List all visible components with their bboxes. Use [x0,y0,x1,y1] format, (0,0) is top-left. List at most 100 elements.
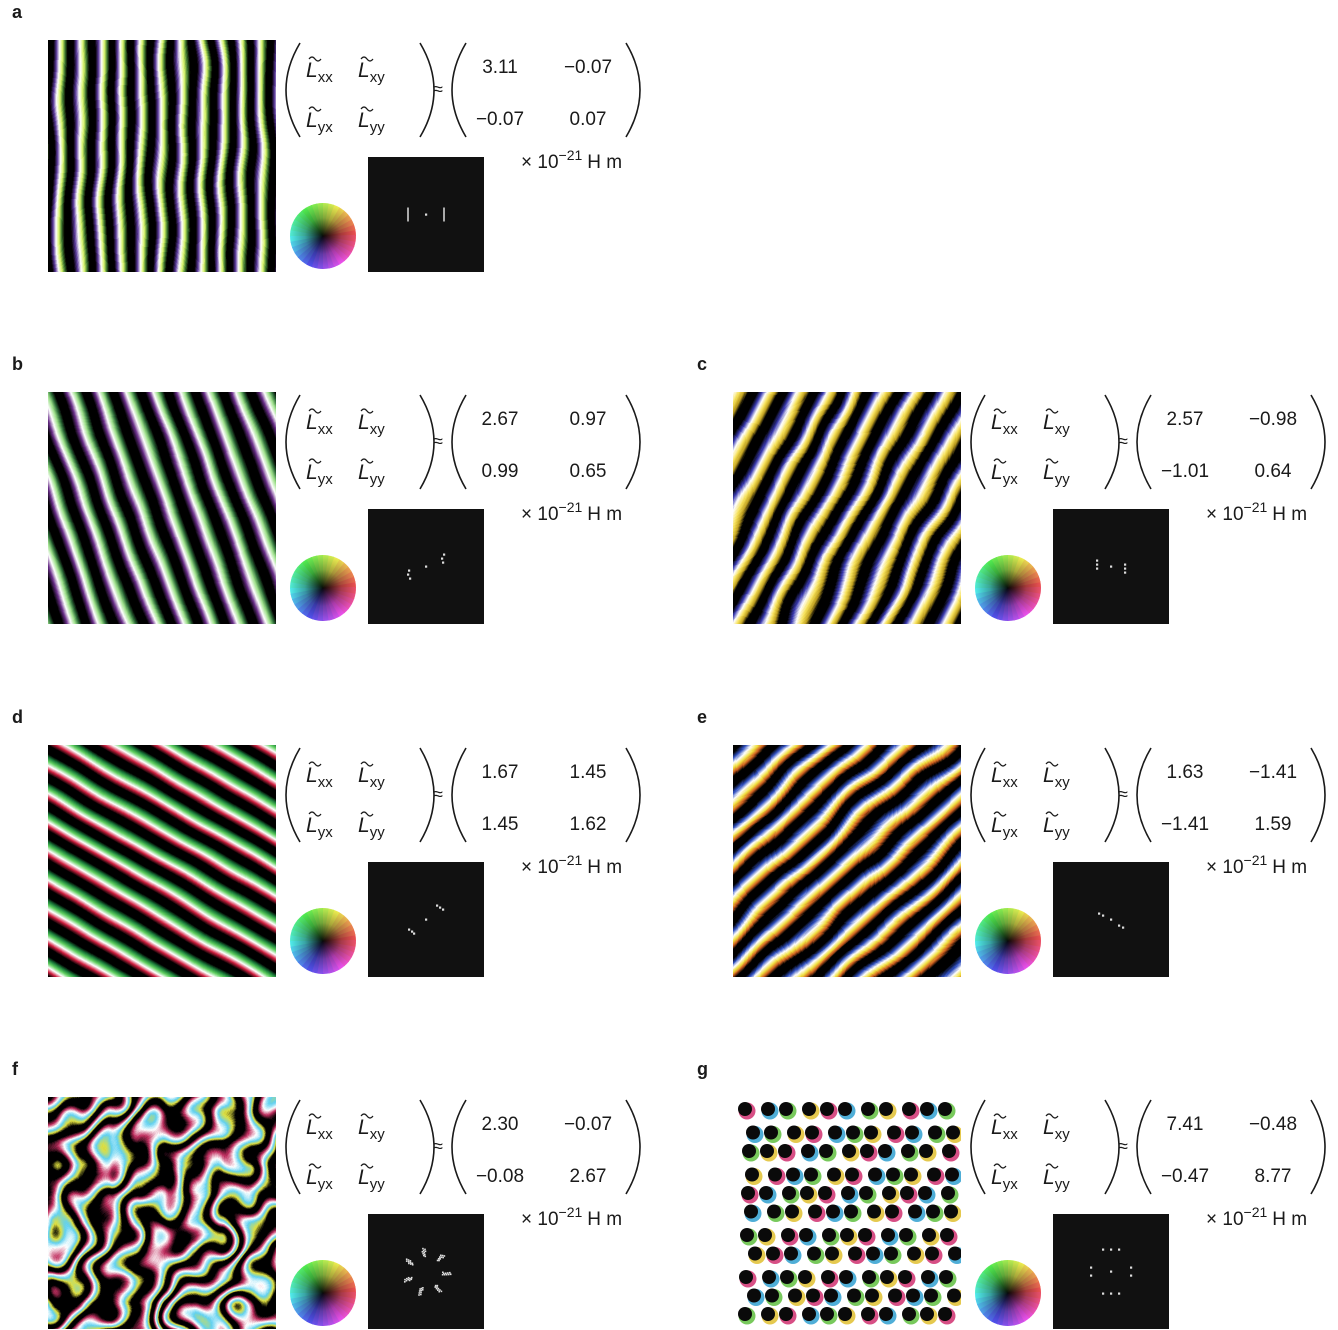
symbol: L [991,1166,1003,1189]
fft-peak [1090,1275,1092,1277]
fft-peak [1096,560,1098,562]
fft-peak [410,1262,412,1264]
symbol: L [358,814,370,837]
fft-peak [1098,913,1100,915]
skyrmion [778,1144,792,1158]
fft-peak [442,1274,444,1276]
wheel-shade [290,203,356,269]
symbol: L [306,461,318,484]
fft-peak [443,554,445,556]
texture [0,332,336,684]
subscript: yx [1003,471,1019,488]
stripe-pattern [0,1037,336,1330]
skyrmion [904,1168,918,1182]
approx: ≈ [433,784,443,804]
skyrmion [779,1102,793,1116]
matrix-symbol: Lyy [358,1166,385,1193]
subscript: xy [370,774,386,791]
skyrmion [799,1228,813,1242]
subscript: xy [1055,1126,1071,1143]
skyrmion [807,1247,821,1261]
skyrmion [858,1228,872,1242]
fft-peak [413,933,415,935]
paren [286,395,300,489]
skyrmion [825,1247,839,1261]
paren [971,395,985,489]
fft-peak [1096,564,1098,566]
subscript: yy [1055,1176,1071,1193]
matrix-value: −0.07 [476,109,524,130]
paren [1137,1100,1151,1194]
fft-peak [1102,915,1104,917]
subscript: yy [1055,471,1071,488]
subscript: xx [318,1126,334,1143]
skyrmion [884,1247,898,1261]
skyrmion [802,1307,816,1321]
fft-peak [412,1264,414,1266]
fft-peak [1118,1293,1120,1295]
unit-suffix: H m [1272,504,1307,525]
subscript: yy [370,824,386,841]
matrix-symbol: Lxx [306,764,333,791]
fft-peak [424,1256,426,1258]
subscript: yx [1003,1176,1019,1193]
subscript: xx [1003,774,1019,791]
paren [286,43,300,137]
fft-peak [1122,927,1124,929]
unit: × 10−21H m [521,499,622,525]
fft-peak [444,1274,446,1276]
fft-peak [1124,572,1126,574]
fft-peak [1102,1249,1104,1251]
fft-peak [425,1251,427,1253]
fft-peak [435,1285,437,1287]
skyrmion [844,1205,858,1219]
fft-peak [422,1248,424,1250]
fft-peak [406,1260,408,1262]
paren [1105,748,1119,842]
skyrmion [779,1307,793,1321]
fft-peak [406,1278,408,1280]
unit-suffix: H m [1272,1209,1307,1230]
skyrmion [804,1168,818,1182]
skyrmion [802,1102,816,1116]
matrix-value: 8.77 [1255,1166,1292,1187]
subscript: xx [318,774,334,791]
paren [1311,1100,1325,1194]
paren [626,43,640,137]
symbol: L [991,1116,1003,1139]
skyrmion [886,1168,900,1182]
unit-exponent: −21 [559,852,583,868]
skyrmion [907,1247,921,1261]
skyrmion [746,1126,760,1140]
fft-peak [1130,1267,1132,1269]
symbol: L [1043,764,1055,787]
unit-exponent: −21 [559,147,583,163]
skyrmion [885,1205,899,1219]
fft-peak [408,1261,410,1263]
symbol: L [358,59,370,82]
skyrmion [919,1144,933,1158]
skyrmion [880,1270,894,1284]
symbol: L [991,764,1003,787]
unit-suffix: H m [1272,857,1307,878]
matrix-value: 0.65 [570,461,607,482]
skyrmion [761,1307,775,1321]
skyrmion [738,1102,752,1116]
skyrmion [768,1168,782,1182]
fft-peak [418,1294,420,1296]
symbol: L [1043,411,1055,434]
panel: fLxxLxyLyxLyy≈2.30−0.07−0.082.67× 10−21H… [0,1037,640,1330]
skyrmion [924,1289,938,1303]
stripe-pattern [0,332,336,684]
skyrmion [845,1168,859,1182]
matrix-symbol: Lyy [358,461,385,488]
paren [452,43,466,137]
matrix-value: 1.63 [1167,762,1204,783]
skyrmion [867,1205,881,1219]
unit-base: × 10 [1206,857,1244,878]
matrix-symbol: Lxy [1043,764,1070,791]
skyrmion [940,1228,954,1242]
matrix-value: 0.64 [1255,461,1292,482]
fft-peak [442,562,444,564]
